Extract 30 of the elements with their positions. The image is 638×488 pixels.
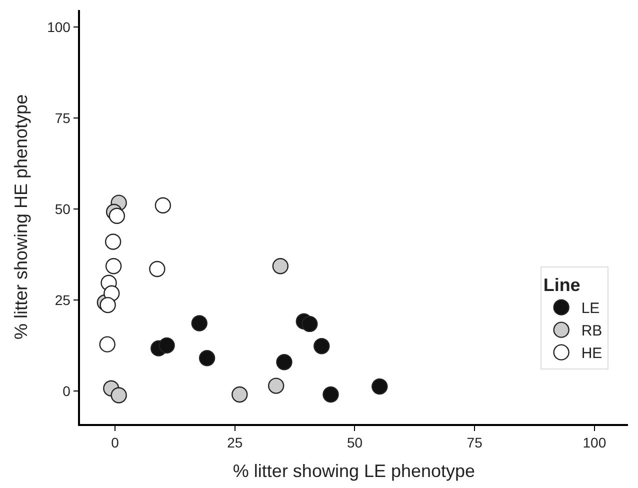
point (198, 350, 216, 366)
y-axis-title: % litter showing HE phenotype (10, 94, 31, 340)
point (232, 386, 248, 403)
point (191, 315, 208, 332)
y-tick-label: 75 (54, 110, 71, 126)
y-tick-label: 25 (54, 292, 71, 308)
x-tick-label: 100 (582, 434, 606, 451)
point (322, 386, 339, 403)
y-tick-label: 50 (54, 200, 71, 217)
x-tick-label: 0 (111, 434, 120, 451)
point (268, 378, 284, 394)
x-tick-label: 75 (466, 434, 483, 451)
point (302, 316, 318, 332)
point (100, 296, 116, 314)
x-tick-label: 25 (227, 434, 243, 451)
legend-label: RB (581, 322, 602, 340)
y-tick-label: 100 (47, 19, 71, 35)
point (276, 354, 292, 370)
legend-title: Line (543, 275, 580, 296)
legend-label: LE (581, 300, 600, 318)
legend-label: HE (581, 345, 602, 362)
y-tick-label: 0 (62, 382, 71, 399)
point (314, 338, 330, 354)
point (372, 378, 388, 395)
x-tick-label: 50 (346, 434, 363, 451)
point (108, 208, 126, 224)
point (158, 337, 175, 354)
x-axis-title: % litter showing LE phenotype (232, 461, 476, 482)
point (272, 258, 289, 274)
point (110, 387, 127, 404)
